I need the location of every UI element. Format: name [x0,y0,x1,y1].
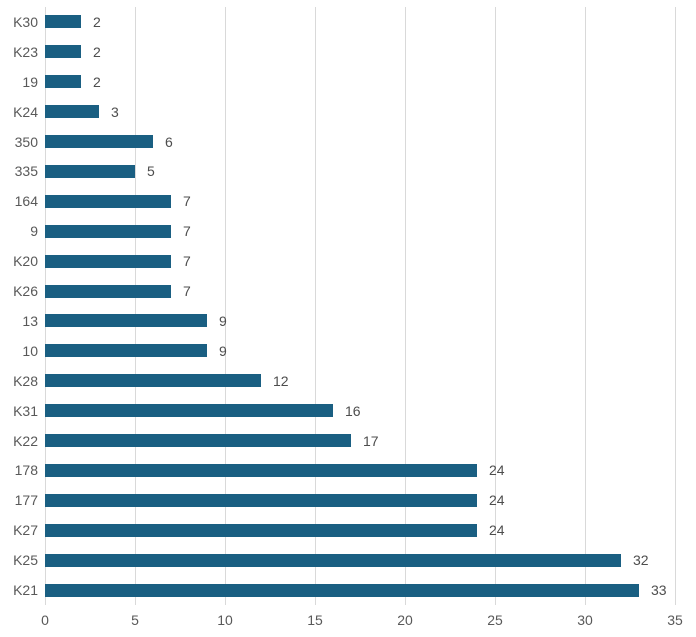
category-label: K27 [13,522,38,539]
x-tick-label: 5 [131,612,139,628]
bar [45,553,621,567]
category-label: K31 [13,402,38,419]
category-label: 178 [14,462,38,479]
value-label: 12 [273,372,289,389]
bar [45,434,351,448]
gridline [224,7,226,605]
category-label: K20 [13,253,38,270]
bar [45,284,171,298]
bar [45,374,261,388]
x-tick-label: 35 [667,612,683,628]
value-label: 2 [93,73,101,90]
value-label: 24 [489,492,505,509]
bar [45,314,207,328]
value-label: 16 [345,402,361,419]
value-label: 7 [183,283,191,300]
category-label: 164 [14,193,38,210]
value-label: 7 [183,223,191,240]
value-label: 6 [165,133,173,150]
value-label: 7 [183,193,191,210]
bar [45,523,477,537]
bar [45,164,135,178]
category-label: K23 [13,43,38,60]
value-label: 17 [363,432,379,449]
gridline [44,7,46,605]
gridline [404,7,406,605]
value-label: 5 [147,163,155,180]
gridline [584,7,586,605]
category-label: 13 [22,312,38,329]
category-label: 9 [30,223,38,240]
category-label: K22 [13,432,38,449]
bar [45,224,171,238]
bar [45,15,81,29]
category-label: K24 [13,103,38,120]
value-label: 33 [651,582,667,599]
gridline [674,7,676,605]
bar [45,463,477,477]
value-label: 7 [183,253,191,270]
bar [45,135,153,149]
x-tick-label: 30 [577,612,593,628]
bar [45,493,477,507]
gridline [134,7,136,605]
bar [45,404,333,418]
x-tick-label: 0 [41,612,49,628]
x-tick-label: 20 [397,612,413,628]
category-label: K21 [13,582,38,599]
gridline [494,7,496,605]
category-label: K26 [13,283,38,300]
bar [45,583,639,597]
category-label: 10 [22,342,38,359]
bar [45,105,99,119]
value-label: 2 [93,13,101,30]
value-label: 9 [219,312,227,329]
bar [45,75,81,89]
value-label: 24 [489,522,505,539]
bar [45,194,171,208]
x-tick-label: 25 [487,612,503,628]
category-label: K30 [13,13,38,30]
x-tick-label: 10 [217,612,233,628]
category-label: 19 [22,73,38,90]
bar [45,254,171,268]
x-tick-label: 15 [307,612,323,628]
bar [45,344,207,358]
category-label: 350 [14,133,38,150]
value-label: 9 [219,342,227,359]
value-label: 32 [633,552,649,569]
category-label: 335 [14,163,38,180]
category-label: K25 [13,552,38,569]
category-label: K28 [13,372,38,389]
value-label: 24 [489,462,505,479]
bar [45,45,81,59]
value-label: 2 [93,43,101,60]
value-label: 3 [111,103,119,120]
category-label: 177 [14,492,38,509]
gridline [314,7,316,605]
